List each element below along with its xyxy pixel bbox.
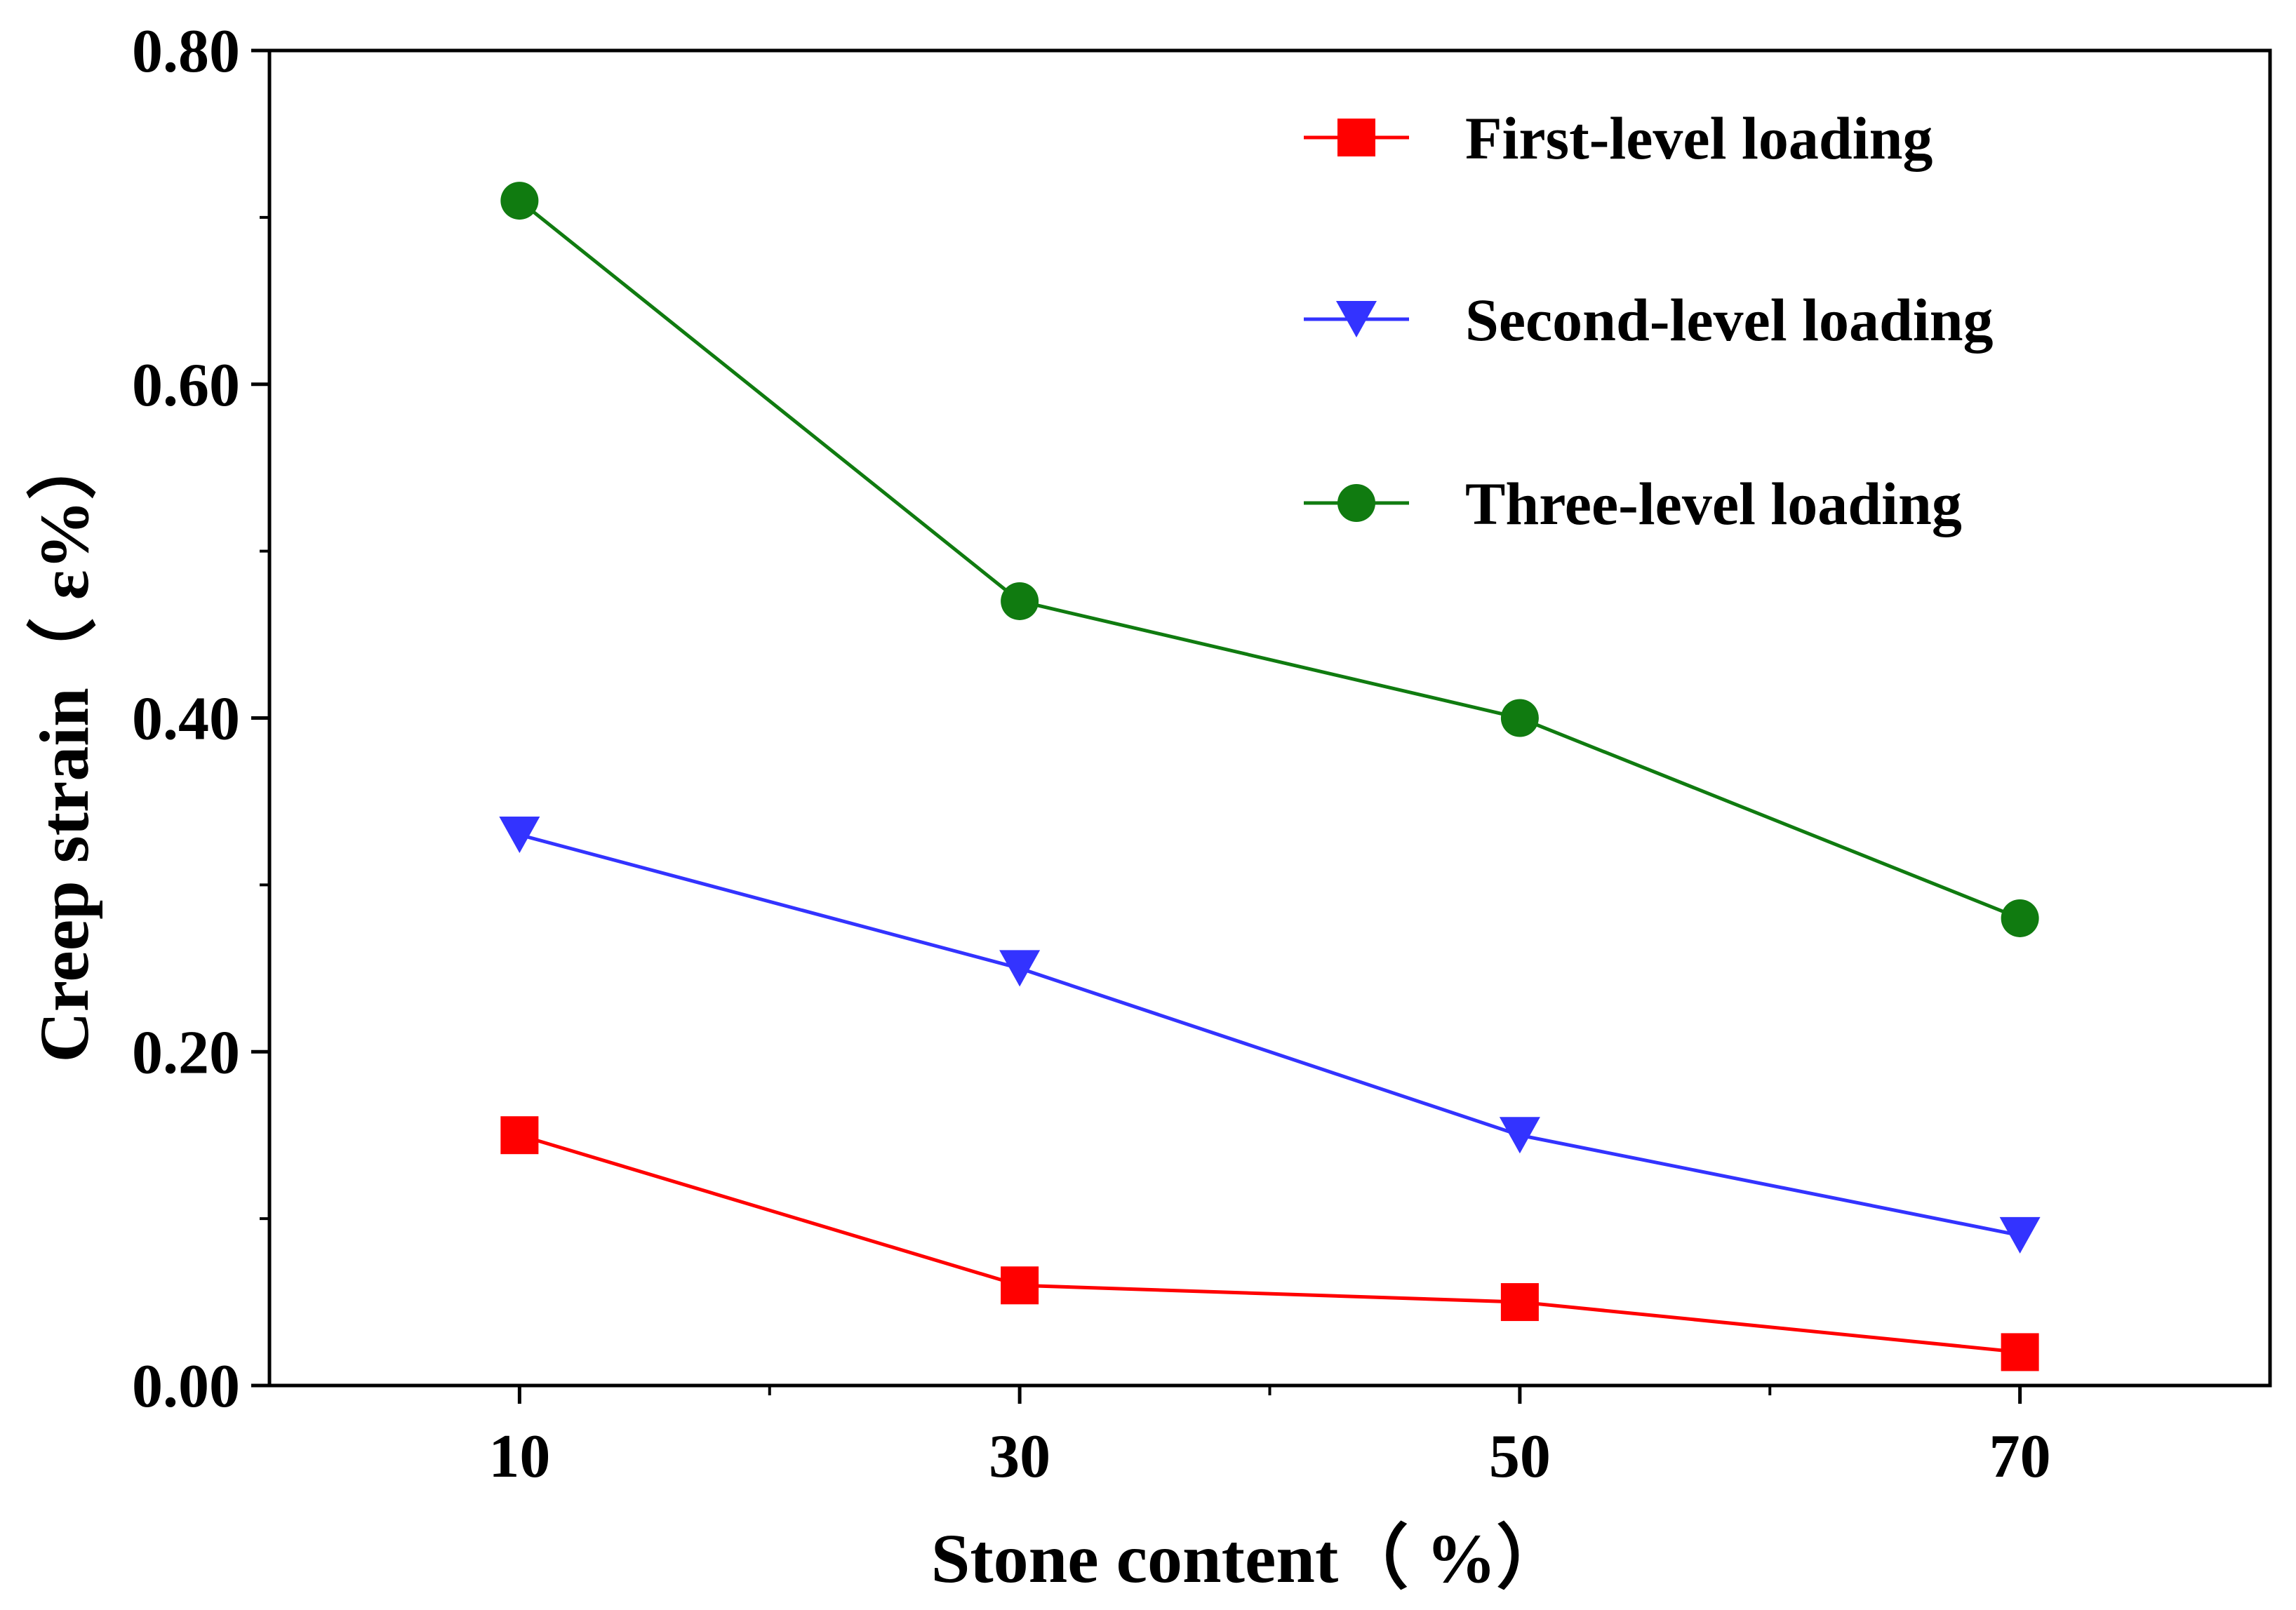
x-tick-label: 30 (989, 1423, 1050, 1491)
y-tick-label: 0.20 (132, 1019, 240, 1087)
data-point (2001, 1333, 2039, 1371)
plot-frame (267, 48, 2272, 1388)
data-point (1499, 1117, 1540, 1154)
data-point (999, 950, 1041, 987)
data-point (499, 817, 540, 854)
data-point (1500, 699, 1539, 737)
legend-item: Second-level loading (1304, 286, 1994, 354)
y-tick-label: 0.40 (132, 685, 240, 753)
y-tick-label: 0.00 (132, 1353, 240, 1421)
legend-item: Three-level loading (1304, 470, 1962, 537)
legend-marker (1336, 301, 1377, 337)
x-tick-label: 50 (1489, 1423, 1551, 1491)
data-point (500, 1116, 539, 1155)
legend-label: Three-level loading (1465, 470, 1962, 537)
data-point (500, 182, 539, 220)
data-point (1001, 1266, 1039, 1305)
data-point (1001, 582, 1039, 620)
legend-marker (1337, 119, 1375, 156)
series-line (519, 833, 2021, 1237)
y-axis-title: Creep strain（ ε%） (25, 430, 103, 1063)
series-2 (499, 817, 2041, 1254)
legend-item: First-level loading (1304, 105, 1933, 172)
data-point (1500, 1283, 1539, 1322)
x-tick-label: 10 (488, 1423, 550, 1491)
legend-label: Second-level loading (1465, 286, 1994, 354)
series-line (518, 199, 2021, 920)
legend-label: First-level loading (1465, 105, 1933, 172)
legend-marker (1337, 484, 1375, 522)
x-tick-label: 70 (1989, 1423, 2051, 1491)
data-point (2001, 899, 2039, 937)
series-3 (500, 182, 2039, 937)
series-line (519, 1133, 2020, 1354)
x-axis-title: Stone content（ %） (931, 1520, 1567, 1597)
y-tick-label: 0.60 (132, 351, 240, 420)
y-tick-label: 0.80 (132, 18, 240, 86)
series-1 (500, 1116, 2039, 1371)
data-point (1999, 1216, 2041, 1254)
